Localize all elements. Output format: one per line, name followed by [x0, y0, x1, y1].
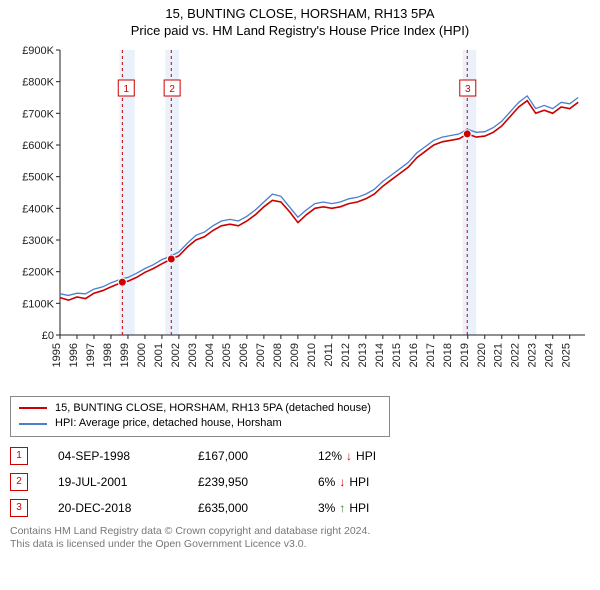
page-root: { "title": { "line1": "15, BUNTING CLOSE…	[0, 0, 600, 590]
sale-diff-pct: 3%	[318, 501, 335, 515]
y-tick-label: £0	[42, 330, 54, 342]
sale-marker: 2	[10, 473, 28, 491]
x-tick-label: 2010	[306, 343, 318, 367]
sale-point	[463, 130, 471, 138]
title-line2: Price paid vs. HM Land Registry's House …	[10, 23, 590, 40]
sale-price: £635,000	[198, 501, 288, 515]
title-line1: 15, BUNTING CLOSE, HORSHAM, RH13 5PA	[10, 6, 590, 23]
y-tick-label: £800K	[22, 76, 54, 88]
x-tick-label: 2012	[340, 343, 352, 367]
x-tick-label: 2008	[272, 343, 284, 367]
x-tick-label: 2021	[493, 343, 505, 367]
footer-line1: Contains HM Land Registry data © Crown c…	[10, 525, 590, 539]
sale-row: 2 19-JUL-2001 £239,950 6% ↓ HPI	[10, 473, 590, 491]
sale-diff: 12% ↓ HPI	[318, 449, 376, 463]
sale-date: 19-JUL-2001	[58, 475, 168, 489]
y-tick-label: £300K	[22, 235, 54, 247]
sale-date: 04-SEP-1998	[58, 449, 168, 463]
legend-swatch	[19, 423, 47, 425]
sale-diff-suffix: HPI	[349, 501, 369, 515]
x-tick-label: 2019	[459, 343, 471, 367]
x-tick-label: 2022	[510, 343, 522, 367]
x-tick-label: 2009	[289, 343, 301, 367]
x-tick-label: 2007	[255, 343, 267, 367]
x-tick-label: 2023	[527, 343, 539, 367]
x-tick-label: 2002	[170, 343, 182, 367]
x-tick-label: 2025	[561, 343, 573, 367]
sale-diff: 3% ↑ HPI	[318, 501, 369, 515]
sale-marker: 1	[10, 447, 28, 465]
sale-row: 1 04-SEP-1998 £167,000 12% ↓ HPI	[10, 447, 590, 465]
sale-label-number: 1	[123, 84, 129, 95]
x-tick-label: 2020	[476, 343, 488, 367]
sale-diff-pct: 12%	[318, 449, 342, 463]
x-tick-label: 2005	[221, 343, 233, 367]
x-tick-label: 2000	[136, 343, 148, 367]
legend-label: HPI: Average price, detached house, Hors…	[55, 416, 282, 431]
x-tick-label: 2003	[187, 343, 199, 367]
x-tick-label: 2014	[374, 343, 386, 367]
sale-price: £239,950	[198, 475, 288, 489]
sale-label-number: 2	[169, 84, 175, 95]
sale-diff-pct: 6%	[318, 475, 335, 489]
sale-label-number: 3	[465, 84, 471, 95]
y-tick-label: £500K	[22, 171, 54, 183]
legend-box: 15, BUNTING CLOSE, HORSHAM, RH13 5PA (de…	[10, 396, 390, 437]
y-tick-label: £900K	[22, 45, 54, 57]
attribution-footer: Contains HM Land Registry data © Crown c…	[10, 525, 590, 552]
footer-line2: This data is licensed under the Open Gov…	[10, 538, 590, 552]
x-tick-label: 1996	[68, 343, 80, 367]
y-tick-label: £200K	[22, 266, 54, 278]
sales-table: 1 04-SEP-1998 £167,000 12% ↓ HPI 2 19-JUL-2001 £…	[10, 447, 590, 517]
x-tick-label: 2001	[153, 343, 165, 367]
y-tick-label: £700K	[22, 108, 54, 120]
x-tick-label: 2024	[544, 343, 556, 367]
x-tick-label: 1998	[102, 343, 114, 367]
sale-price: £167,000	[198, 449, 288, 463]
x-tick-label: 2016	[408, 343, 420, 367]
legend-item: HPI: Average price, detached house, Hors…	[19, 416, 381, 431]
series-hpi	[60, 96, 578, 296]
sale-diff-suffix: HPI	[349, 475, 369, 489]
y-tick-label: £600K	[22, 140, 54, 152]
x-tick-label: 2006	[238, 343, 250, 367]
sale-date: 20-DEC-2018	[58, 501, 168, 515]
arrow-down-icon: ↓	[339, 475, 345, 489]
chart-title: 15, BUNTING CLOSE, HORSHAM, RH13 5PA Pri…	[10, 6, 590, 40]
sale-marker: 3	[10, 499, 28, 517]
sale-diff-suffix: HPI	[356, 449, 376, 463]
x-tick-label: 1997	[85, 343, 97, 367]
x-tick-label: 2004	[204, 343, 216, 367]
series-subject	[60, 100, 578, 300]
sale-point	[167, 255, 175, 263]
chart-svg: £0 £100K £200K £300K £400K £500K £600K £700K £80…	[10, 40, 590, 390]
chart-area: £0 £100K £200K £300K £400K £500K £600K £700K £80…	[10, 40, 590, 390]
y-tick-label: £100K	[22, 298, 54, 310]
x-tick-label: 2011	[323, 343, 335, 367]
sale-row: 3 20-DEC-2018 £635,000 3% ↑ HPI	[10, 499, 590, 517]
legend-item: 15, BUNTING CLOSE, HORSHAM, RH13 5PA (de…	[19, 401, 381, 416]
y-tick-label: £400K	[22, 203, 54, 215]
x-tick-label: 1995	[51, 343, 63, 367]
sale-diff: 6% ↓ HPI	[318, 475, 369, 489]
legend-swatch	[19, 407, 47, 409]
x-tick-label: 2017	[425, 343, 437, 367]
arrow-down-icon: ↓	[346, 449, 352, 463]
x-tick-label: 2015	[391, 343, 403, 367]
x-tick-label: 1999	[119, 343, 131, 367]
x-tick-label: 2018	[442, 343, 454, 367]
x-tick-label: 2013	[357, 343, 369, 367]
sale-point	[118, 278, 126, 286]
arrow-up-icon: ↑	[339, 501, 345, 515]
legend-label: 15, BUNTING CLOSE, HORSHAM, RH13 5PA (de…	[55, 401, 371, 416]
